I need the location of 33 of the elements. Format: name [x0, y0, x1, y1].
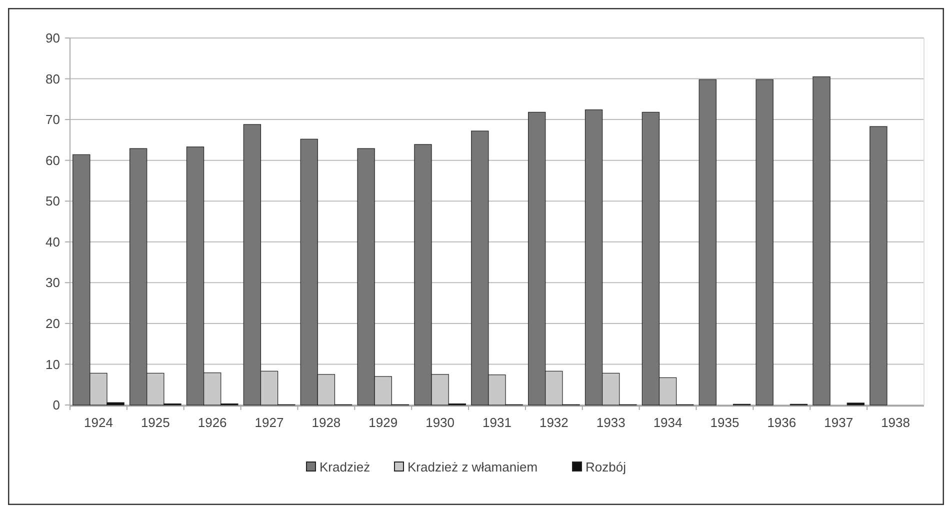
legend-label: Kradzież — [320, 460, 370, 475]
y-tick-label: 0 — [52, 398, 60, 413]
y-tick-label: 40 — [46, 234, 60, 250]
y-tick-label: 20 — [46, 316, 60, 331]
bar — [756, 79, 774, 406]
y-tick-label: 70 — [46, 112, 60, 128]
x-tick-label: 1930 — [426, 415, 455, 430]
x-tick-label: 1937 — [824, 415, 854, 430]
y-tick-label: 50 — [46, 194, 60, 209]
x-tick-label: 1935 — [710, 415, 740, 430]
x-tick-label: 1931 — [482, 415, 512, 430]
bar — [870, 126, 888, 406]
x-tick-label: 1938 — [881, 415, 910, 430]
x-tick-label: 1926 — [198, 415, 227, 430]
x-tick-label: 1932 — [539, 415, 568, 430]
x-tick-label: 1928 — [312, 415, 341, 430]
bar — [812, 76, 830, 406]
x-tick-label: 1933 — [596, 415, 626, 430]
bar — [846, 402, 865, 406]
bar — [698, 79, 716, 406]
x-tick-label: 1927 — [254, 415, 284, 430]
y-tick-label: 30 — [46, 275, 60, 290]
x-tick-label: 1924 — [84, 415, 113, 430]
x-tick-label: 1925 — [140, 415, 170, 430]
y-tick-label: 10 — [46, 356, 60, 372]
x-tick-label: 1936 — [767, 415, 796, 430]
legend-label: Rozbój — [586, 460, 626, 475]
y-tick-label: 80 — [46, 71, 60, 86]
legend-label: Kradzież z włamaniem — [408, 460, 538, 475]
y-tick-label: 60 — [46, 152, 60, 168]
x-tick-label: 1934 — [653, 415, 682, 430]
x-tick-label: 1929 — [368, 415, 398, 430]
y-tick-label: 90 — [46, 30, 60, 46]
